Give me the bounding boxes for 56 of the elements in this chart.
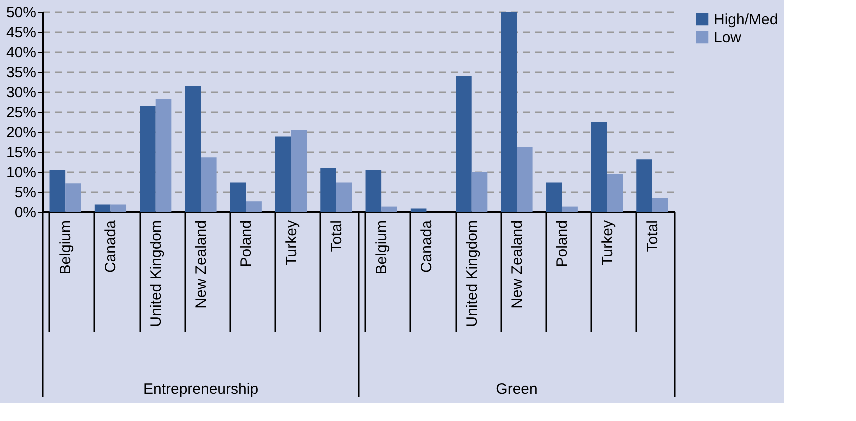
y-tick-label: 20% [6,124,36,142]
bar [185,86,201,212]
bar [456,76,472,212]
bar [366,170,382,212]
x-tick-label: Poland [238,220,256,268]
bar [636,160,652,212]
x-tick-label: Canada [418,220,436,274]
bar [472,172,488,212]
bar [591,122,608,212]
y-tick-label: 0% [14,204,36,222]
y-tick-label: 10% [6,164,36,182]
bar [50,170,66,212]
legend-label: High/Med [714,12,778,28]
x-tick-label: New Zealand [193,220,210,309]
bar [201,158,217,212]
y-tick-label: 35% [6,64,36,82]
bar [607,174,624,212]
bar [66,184,82,212]
bar [652,198,668,212]
x-tick-label: Total [644,220,662,252]
x-tick-label: Turkey [599,220,616,266]
bar [291,130,308,212]
bar [275,136,292,212]
bar [320,168,336,212]
text: Entrepreneurship [143,381,259,398]
bar [546,182,562,212]
text: Green [496,381,538,398]
x-tick-label: Turkey [283,220,300,266]
x-tick-label: Total [328,220,346,252]
bar [140,106,156,212]
y-tick-label: 40% [6,44,36,62]
x-tick-label: Canada [102,220,120,274]
bar [562,206,578,212]
bar [230,182,246,212]
y-tick-label: 15% [6,144,36,162]
bar [336,182,352,212]
bar [382,206,398,212]
y-tick-label: 25% [6,104,36,122]
x-tick-label: United Kingdom [464,220,481,328]
bar [501,12,517,212]
x-tick-label: Poland [554,220,572,268]
x-tick-label: United Kingdom [148,220,165,328]
y-tick-label: 30% [6,84,36,102]
y-tick-label: 45% [6,24,36,42]
y-tick-label: 5% [14,184,36,202]
bar [110,204,127,212]
bar [517,147,533,212]
bar [156,99,172,212]
bar [94,204,111,212]
bar [246,202,262,212]
bar [410,208,427,212]
legend-label: Low [714,30,742,46]
x-tick-label: Belgium [374,220,391,275]
x-tick-label: Belgium [58,220,75,275]
y-tick-label: 50% [6,4,36,22]
x-tick-label: New Zealand [509,220,526,309]
